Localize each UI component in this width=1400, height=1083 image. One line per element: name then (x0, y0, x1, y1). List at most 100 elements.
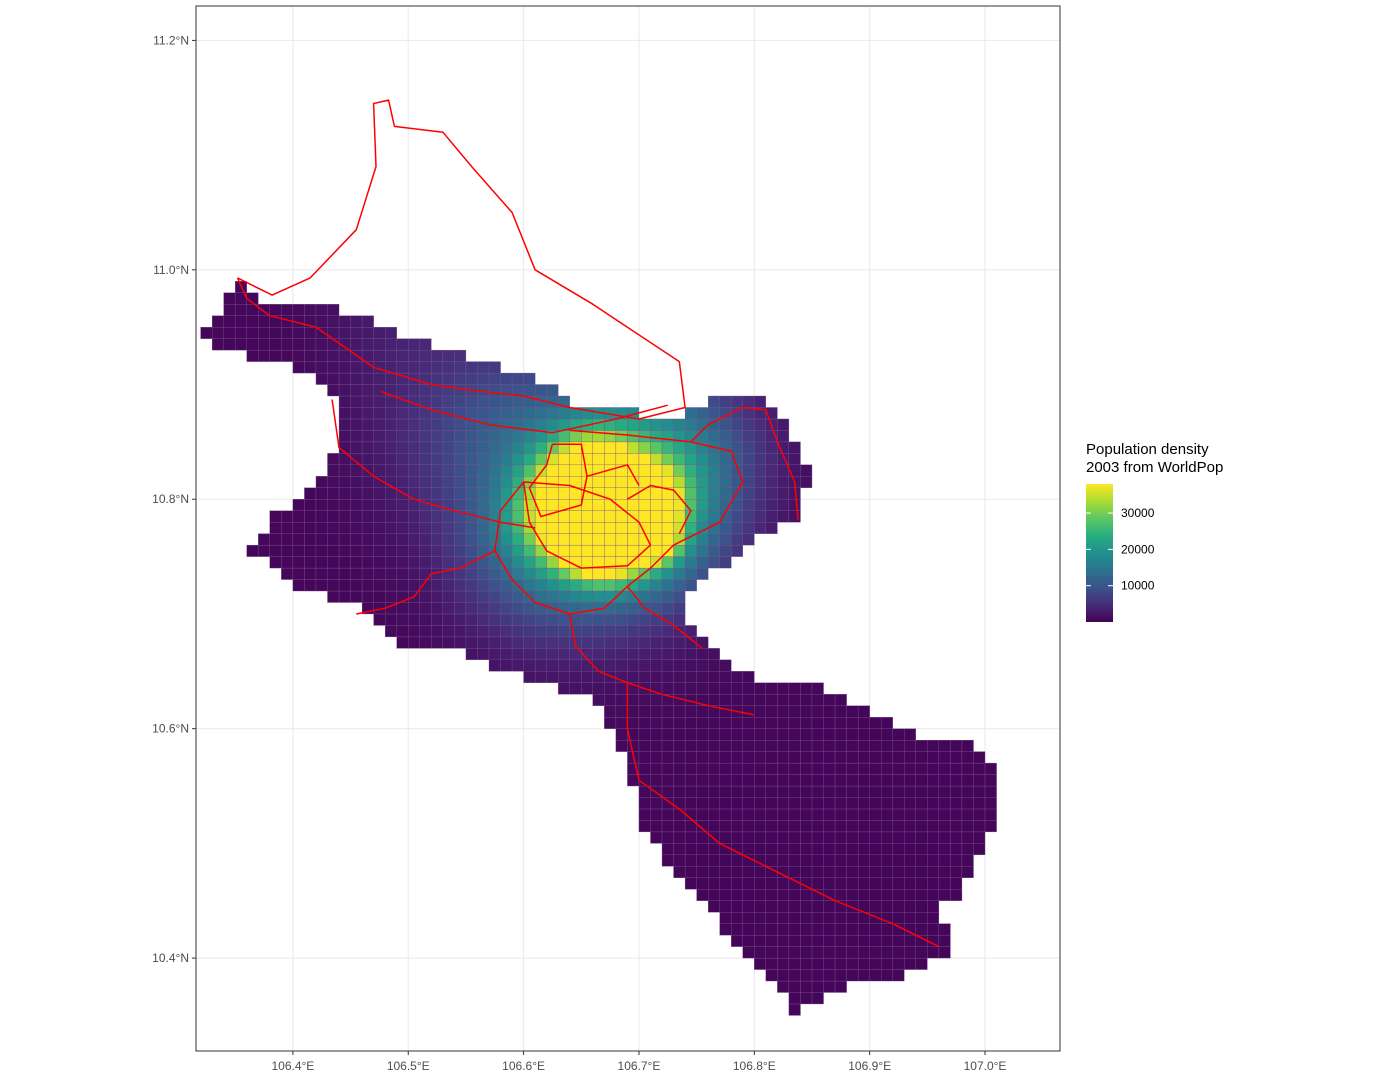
density-cell (869, 820, 882, 833)
density-cell (269, 510, 282, 523)
density-cell (684, 510, 697, 523)
density-cell (661, 602, 674, 615)
density-cell (569, 556, 582, 569)
density-cell (869, 831, 882, 844)
density-cell (754, 464, 767, 477)
density-cell (408, 338, 420, 351)
density-cell (823, 785, 836, 798)
density-cell (315, 499, 328, 511)
density-cell (604, 510, 617, 523)
density-cell (650, 694, 663, 706)
density-cell (408, 602, 420, 615)
density-cell (558, 395, 570, 408)
density-cell (707, 843, 720, 856)
legend: Population density 2003 from WorldPop 10… (1086, 441, 1223, 622)
density-cell (442, 522, 455, 534)
density-cell (385, 613, 397, 626)
density-cell (350, 361, 363, 374)
density-cell (777, 464, 790, 477)
density-cell (823, 934, 836, 947)
density-cell (350, 487, 363, 500)
density-cell (673, 785, 686, 798)
density-cell (834, 889, 847, 901)
density-cell (684, 556, 697, 569)
density-cell (419, 464, 432, 477)
density-cell (650, 820, 663, 833)
density-cell (800, 476, 813, 488)
density-cell (892, 889, 905, 901)
density-cell (811, 774, 824, 787)
density-cell (534, 522, 547, 534)
density-cell (488, 487, 501, 500)
density-cell (846, 866, 859, 878)
density-cell (327, 556, 340, 569)
density-cell (477, 464, 490, 477)
density-cell (361, 418, 374, 431)
density-cell (742, 510, 755, 523)
density-cell (915, 797, 928, 810)
density-cell (904, 946, 916, 959)
density-cell (881, 785, 893, 798)
density-cell (454, 636, 467, 649)
density-cell (350, 430, 363, 443)
density-cell (431, 487, 444, 500)
density-cell (373, 522, 386, 534)
density-cell (869, 969, 882, 982)
density-cell (765, 843, 778, 856)
density-cell (361, 327, 374, 339)
density-cell (546, 590, 559, 603)
density-cell (984, 820, 997, 833)
density-cell (431, 636, 444, 649)
density-cell (973, 843, 986, 856)
density-cell (304, 556, 317, 569)
density-cell (788, 774, 801, 787)
x-tick-label-2: 106.6°E (502, 1059, 545, 1073)
density-cell (454, 499, 467, 511)
density-cell (350, 315, 363, 328)
density-cell (431, 579, 444, 592)
density-cell (638, 533, 651, 546)
density-cell (857, 854, 870, 867)
density-cell (592, 682, 605, 695)
density-cell (777, 499, 790, 511)
density-cell (477, 476, 490, 488)
density-cell (661, 659, 674, 672)
density-cell (915, 808, 928, 821)
density-cell (869, 751, 882, 764)
density-cell (961, 831, 974, 844)
density-cell (258, 349, 271, 362)
density-cell (707, 728, 720, 741)
density-cell (684, 717, 697, 729)
density-cell (823, 705, 836, 718)
density-cell (373, 453, 386, 466)
density-cell (396, 338, 409, 351)
density-cell (604, 659, 617, 672)
density-cell (431, 430, 444, 443)
density-cell (442, 625, 455, 638)
density-cell (973, 820, 986, 833)
density-cell (661, 762, 674, 775)
density-cell (304, 544, 317, 557)
density-cell (534, 384, 547, 397)
density-cell (419, 613, 432, 626)
density-cell (361, 510, 374, 523)
density-cell (523, 567, 536, 580)
density-cell (823, 969, 836, 982)
density-cell (719, 395, 732, 408)
density-cell (707, 522, 720, 534)
boundary-line-9 (626, 682, 940, 948)
density-cell (546, 625, 559, 638)
density-cell (834, 866, 847, 878)
density-cell (673, 441, 686, 454)
density-cell (684, 418, 697, 431)
density-cell (707, 430, 720, 443)
density-cell (892, 728, 905, 741)
density-cell (558, 522, 570, 534)
density-cell (269, 544, 282, 557)
density-cell (465, 395, 478, 408)
density-cell (834, 831, 847, 844)
density-cell (800, 682, 813, 695)
density-cell (281, 567, 294, 580)
density-cell (511, 567, 524, 580)
density-cell (800, 889, 813, 901)
